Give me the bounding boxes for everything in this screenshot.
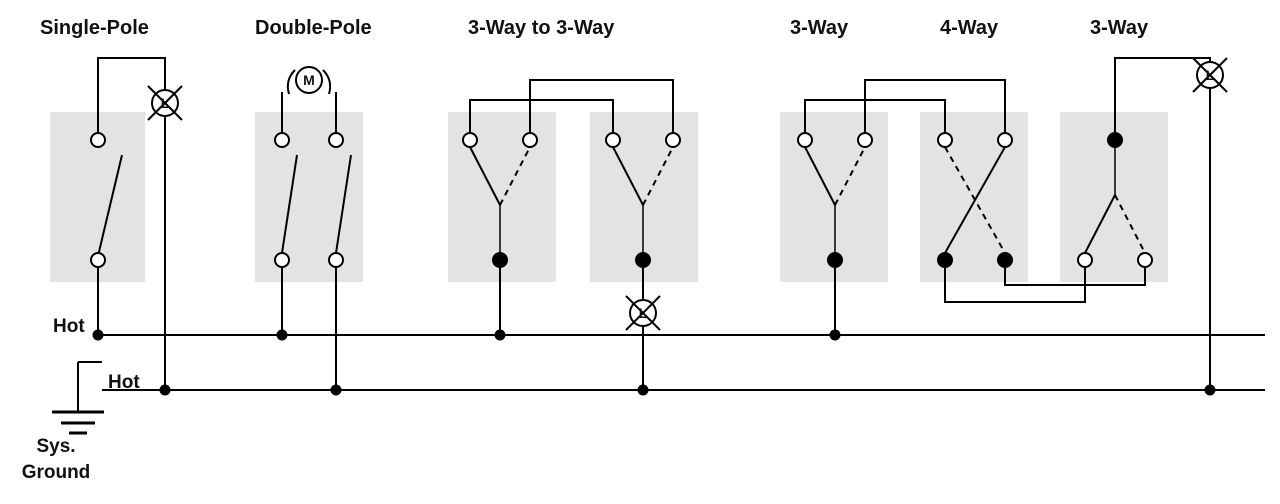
terminal-open [275, 253, 289, 267]
terminal-open [463, 133, 477, 147]
terminal-open [998, 133, 1012, 147]
motor-lead [323, 70, 330, 94]
hot-label-2: Hot [108, 372, 140, 393]
section-title: 3-Way [1090, 17, 1149, 39]
junction-dot [495, 330, 506, 341]
motor-lead [288, 70, 295, 94]
lamp-label: L [639, 305, 648, 321]
motor-label: M [303, 72, 315, 88]
terminal-filled [828, 253, 842, 267]
terminal-open [1138, 253, 1152, 267]
terminal-open [329, 133, 343, 147]
junction-dot [93, 330, 104, 341]
lamp-label: L [1206, 67, 1215, 83]
terminal-open [1078, 253, 1092, 267]
terminal-open [523, 133, 537, 147]
terminal-open [606, 133, 620, 147]
section-title: 3-Way to 3-Way [468, 17, 615, 39]
terminal-open [91, 133, 105, 147]
terminal-open [938, 133, 952, 147]
switch-body [255, 112, 363, 282]
junction-dot [638, 385, 649, 396]
electrical-switch-diagram: L L L M Single-Pole Double-Pole 3-Way to 3-Way… [0, 0, 1280, 504]
terminal-open [329, 253, 343, 267]
section-title: Double-Pole [255, 17, 372, 39]
terminal-open [275, 133, 289, 147]
terminal-open [91, 253, 105, 267]
terminal-open [798, 133, 812, 147]
terminal-filled [998, 253, 1012, 267]
junction-dot [1205, 385, 1216, 396]
terminal-filled [493, 253, 507, 267]
hot-label-1: Hot [53, 316, 85, 337]
section-title: 3-Way [790, 17, 849, 39]
terminal-open [666, 133, 680, 147]
ground-label: Sys. [36, 436, 75, 457]
lamp-label: L [161, 95, 170, 111]
junction-dot [160, 385, 171, 396]
terminal-filled [636, 253, 650, 267]
junction-dot [277, 330, 288, 341]
terminal-filled [1108, 133, 1122, 147]
junction-dot [331, 385, 342, 396]
section-title: 4-Way [940, 17, 999, 39]
junction-dot [830, 330, 841, 341]
terminal-filled [938, 253, 952, 267]
section-title: Single-Pole [40, 17, 149, 39]
terminal-open [858, 133, 872, 147]
ground-label: Ground [22, 462, 91, 483]
